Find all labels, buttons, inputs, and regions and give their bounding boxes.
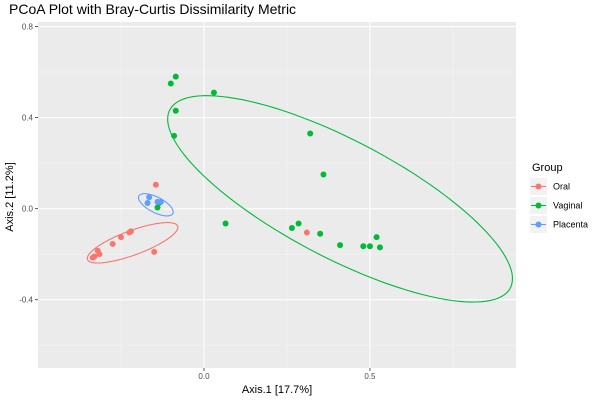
axis-ticks (35, 26, 371, 371)
point-oral (151, 248, 158, 255)
point-vaginal (154, 204, 161, 211)
point-vaginal (307, 130, 314, 137)
point-vaginal (366, 243, 373, 250)
point-vaginal (210, 89, 217, 96)
y-tick-label: 0.4 (22, 114, 34, 123)
point-oral (91, 253, 98, 260)
point-vaginal (295, 220, 302, 227)
point-oral (117, 234, 124, 241)
point-oral (152, 181, 159, 188)
point-vaginal (222, 220, 229, 227)
point-placenta (157, 198, 164, 205)
legend-key-point (535, 202, 542, 209)
point-vaginal (172, 107, 179, 114)
point-vaginal (167, 80, 174, 87)
legend-label-oral: Oral (553, 182, 570, 192)
x-tick-label: 0.0 (198, 372, 210, 381)
axis-tick-labels: 0.0 0.5 -0.4 0.0 0.4 0.8 (19, 23, 376, 381)
point-vaginal (320, 171, 327, 178)
point-oral (127, 228, 134, 235)
y-axis-title: Axis.2 [11.2%] (4, 162, 16, 232)
x-axis-title: Axis.1 [17.7%] (242, 384, 312, 396)
point-oral (109, 240, 116, 247)
point-vaginal (317, 230, 324, 237)
ellipse-placenta (137, 193, 174, 217)
legend-items: Oral Vaginal Placenta (530, 178, 588, 233)
point-vaginal (337, 242, 344, 249)
y-tick-label: 0.8 (22, 23, 34, 32)
point-vaginal (288, 225, 295, 232)
point-placenta (144, 199, 151, 206)
point-oral (96, 251, 103, 258)
plot-panel (38, 22, 516, 368)
x-tick-label: 0.5 (364, 372, 376, 381)
group-ellipses (86, 95, 513, 303)
legend: Group Oral Vaginal Placenta (530, 162, 588, 233)
chart-title: PCoA Plot with Bray-Curtis Dissimilarity… (9, 1, 296, 17)
point-oral (303, 229, 310, 236)
legend-label-vaginal: Vaginal (553, 201, 582, 211)
legend-key-point (535, 221, 542, 228)
y-tick-label: -0.4 (19, 296, 33, 305)
legend-label-placenta: Placenta (553, 220, 588, 230)
legend-key-point (535, 183, 542, 190)
ellipse-vaginal (167, 95, 513, 303)
y-tick-label: 0.0 (22, 205, 34, 214)
point-vaginal (376, 244, 383, 251)
point-placenta (146, 194, 153, 201)
data-points (89, 73, 383, 261)
point-vaginal (172, 73, 179, 80)
point-vaginal (360, 243, 367, 250)
point-vaginal (171, 132, 178, 139)
ellipse-oral (86, 222, 179, 264)
major-gridlines (38, 22, 516, 368)
point-vaginal (373, 234, 380, 241)
minor-gridlines (38, 22, 516, 368)
legend-title: Group (532, 162, 563, 174)
